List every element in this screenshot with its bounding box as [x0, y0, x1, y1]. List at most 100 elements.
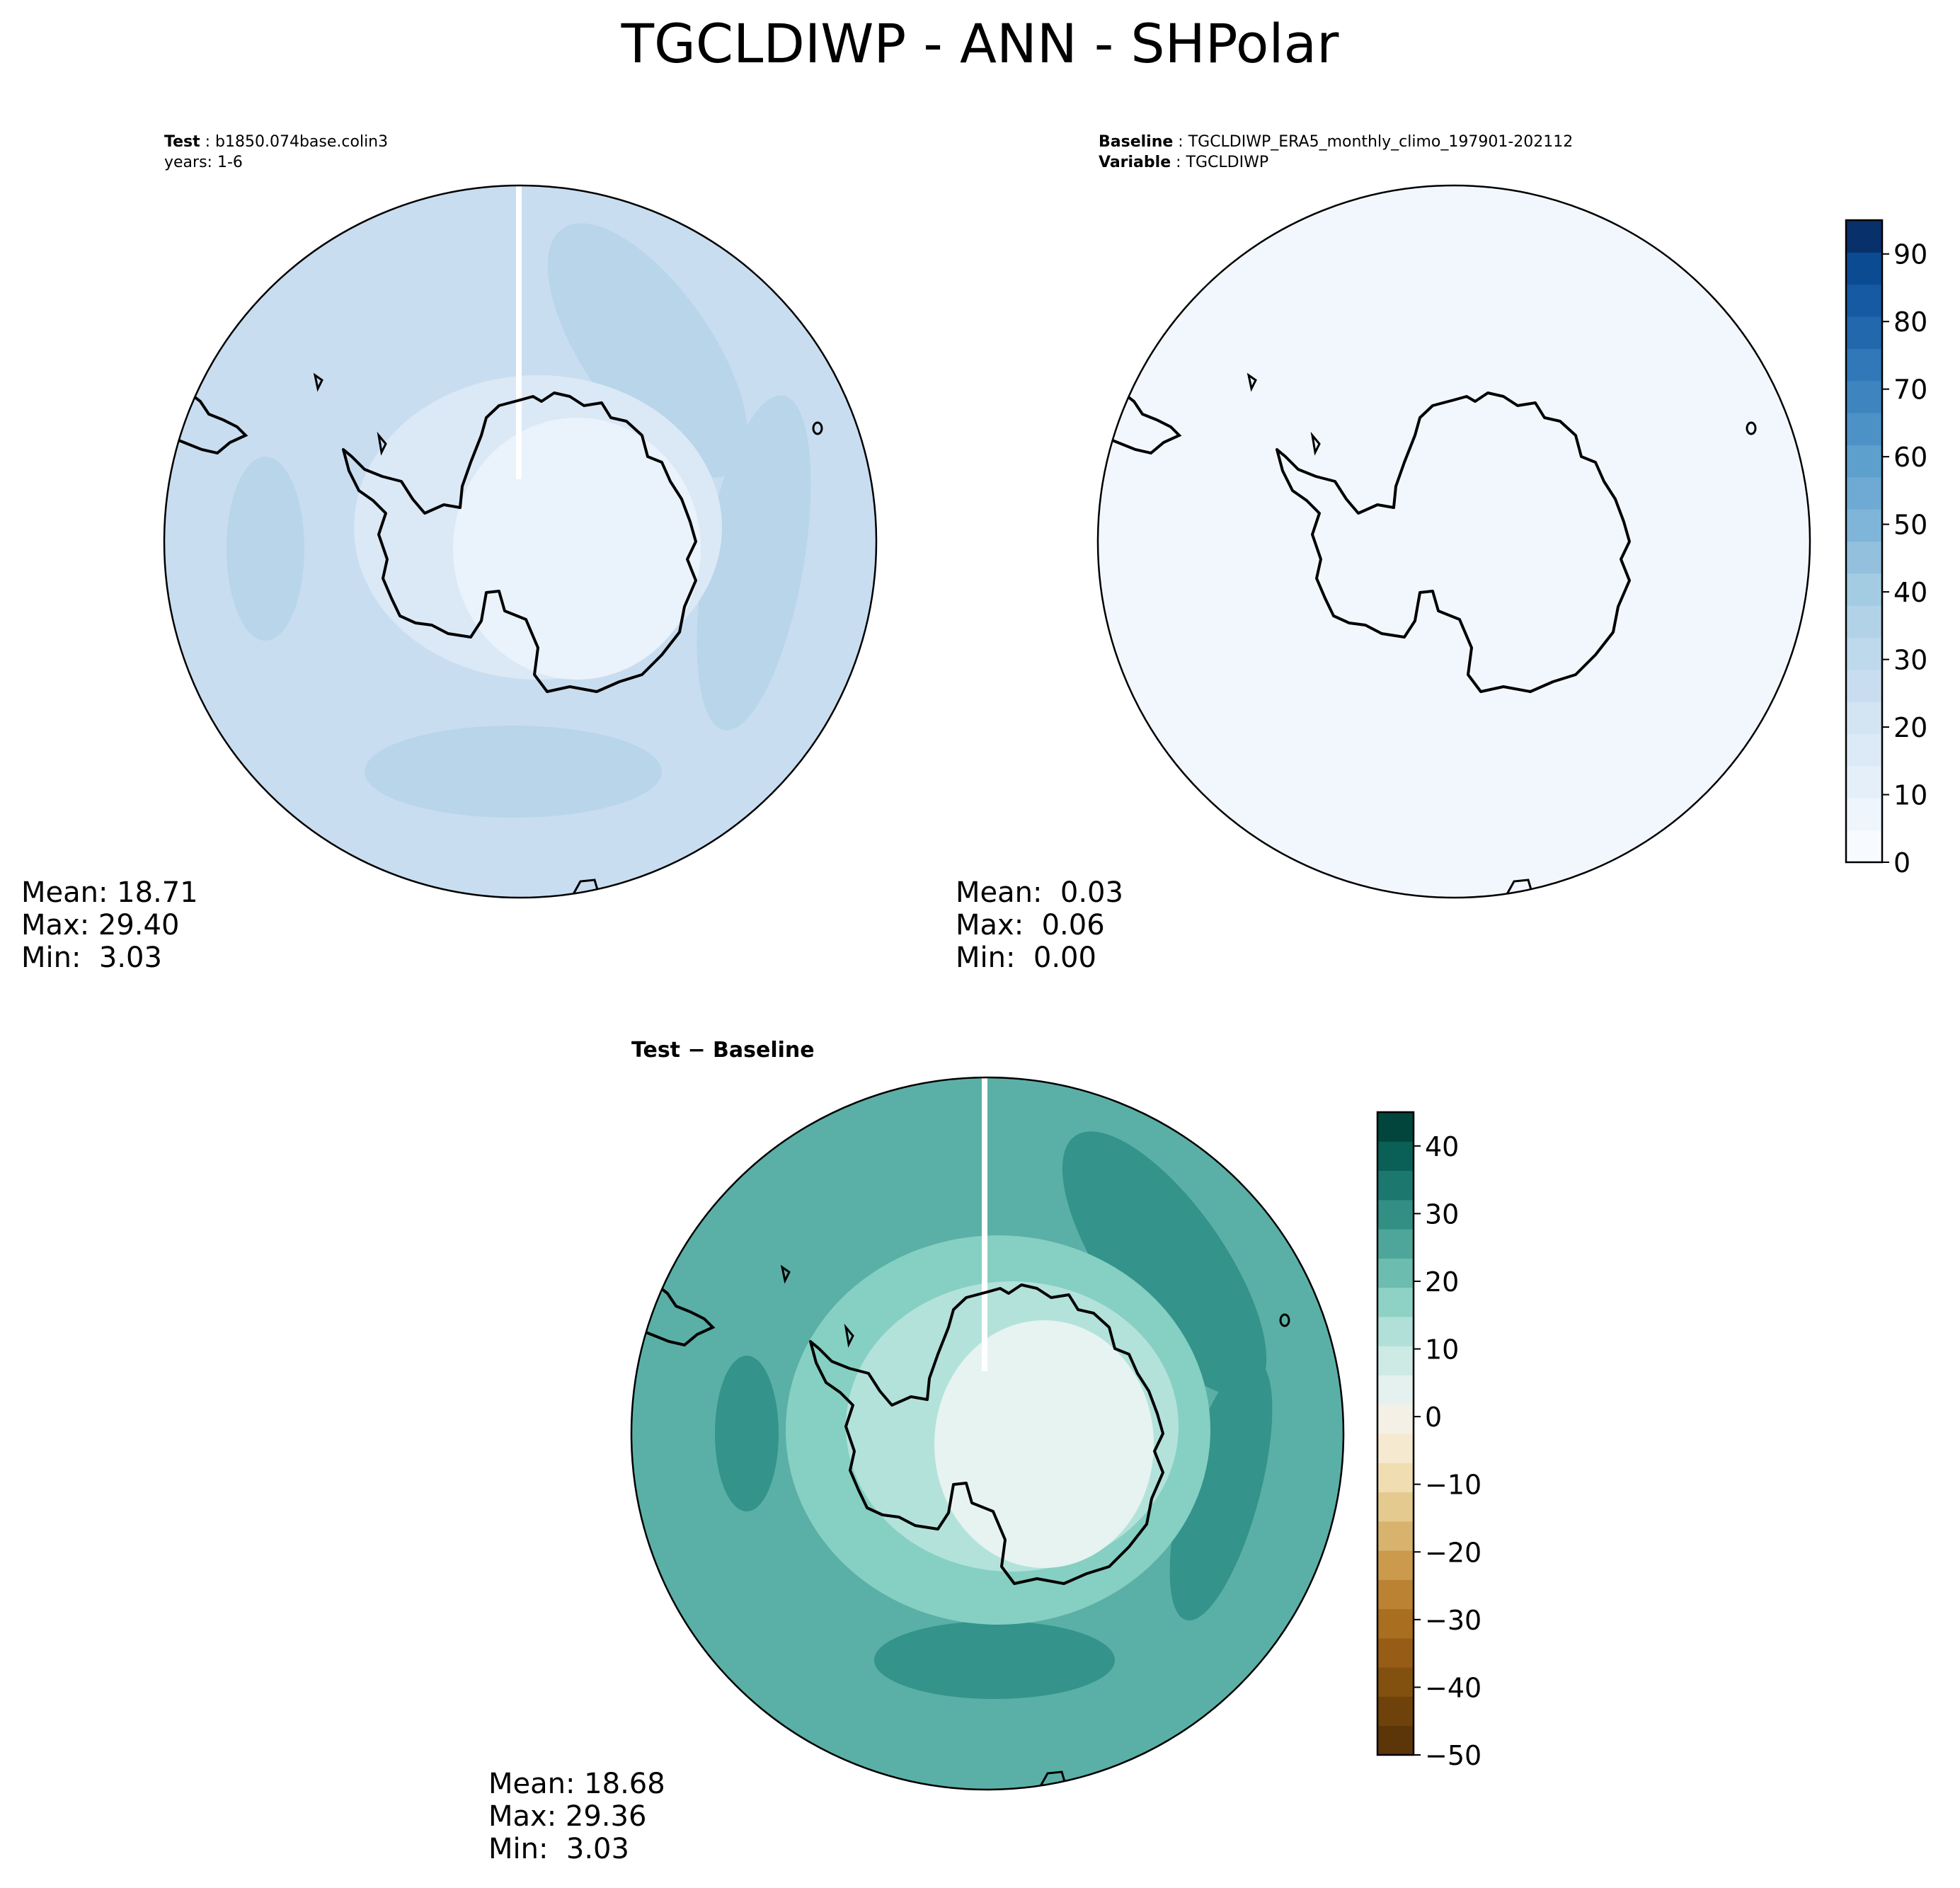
main-colorbar-band: [1846, 220, 1882, 253]
difference-colorbar-band: [1377, 1521, 1414, 1551]
difference-colorbar-band: [1377, 1667, 1414, 1697]
main-colorbar-band: [1846, 765, 1882, 799]
difference-map-boundary: [630, 1076, 1345, 1791]
main-colorbar-band: [1846, 798, 1882, 831]
difference-colorbar-band: [1377, 1725, 1414, 1756]
difference-colorbar-tick-label: 20: [1425, 1266, 1459, 1298]
baseline-field-fill: [1098, 185, 1810, 898]
test-max: Max: 29.40: [21, 909, 180, 942]
figure-title: TGCLDIWP - ANN - SHPolar: [621, 12, 1339, 75]
test-map-boundary: [163, 184, 878, 899]
difference-colorbar-band: [1377, 1492, 1414, 1522]
difference-map: [630, 1076, 1345, 1791]
main-colorbar-tick-label: 40: [1893, 577, 1927, 608]
main-colorbar-tick-label: 0: [1893, 847, 1910, 879]
main-colorbar-band: [1846, 476, 1882, 510]
main-colorbar-band: [1846, 509, 1882, 542]
baseline-map-boundary: [1096, 184, 1811, 899]
main-colorbar-band: [1846, 669, 1882, 702]
difference-contour-dark: [715, 1356, 779, 1511]
difference-colorbar-tick-label: −30: [1425, 1605, 1482, 1636]
main-colorbar-band: [1846, 573, 1882, 606]
main-colorbar: 0 10 20 30 40 50 60 70 80 90: [1845, 219, 1927, 879]
difference-island-coastline: [1279, 1313, 1290, 1327]
test-mean: Mean: 18.71: [21, 876, 198, 909]
baseline-header: Baseline : TGCLDIWP_ERA5_monthly_climo_1…: [1099, 133, 1574, 171]
difference-colorbar-tick-label: 40: [1425, 1131, 1459, 1162]
difference-colorbar-band: [1377, 1375, 1414, 1405]
main-colorbar-band: [1846, 830, 1882, 863]
difference-colorbar-band: [1377, 1579, 1414, 1610]
main-colorbar-band: [1846, 637, 1882, 670]
difference-colorbar-band: [1377, 1608, 1414, 1639]
difference-colorbar-band: [1377, 1463, 1414, 1493]
test-seam: [516, 185, 522, 479]
difference-title: Test − Baseline: [631, 1038, 815, 1063]
test-header-key: Test: [164, 133, 200, 151]
baseline-island-coastline: [1746, 421, 1757, 435]
difference-mean: Mean: 18.68: [488, 1768, 665, 1800]
baseline-mean: Mean: 0.03: [956, 876, 1123, 909]
main-colorbar-band: [1846, 316, 1882, 349]
difference-contour-dark: [874, 1621, 1115, 1699]
main-colorbar-band: [1846, 702, 1882, 735]
main-colorbar-tick-label: 20: [1893, 712, 1927, 743]
difference-colorbar-band: [1377, 1287, 1414, 1317]
difference-colorbar-band: [1377, 1637, 1414, 1668]
difference-colorbar-band: [1377, 1346, 1414, 1375]
baseline-stats: Mean: 0.03 Max: 0.06 Min: 0.00: [956, 876, 1123, 974]
difference-min: Min: 3.03: [488, 1833, 629, 1865]
baseline-variable-key: Variable: [1099, 154, 1171, 171]
main-colorbar-tick-label: 10: [1893, 780, 1927, 811]
test-header-value: b1850.074base.colin3: [215, 133, 389, 151]
difference-max: Max: 29.36: [488, 1800, 647, 1833]
difference-colorbar-tick-label: 30: [1425, 1198, 1459, 1230]
difference-contour-dark: [1062, 1131, 1267, 1396]
test-header-years: years: 1-6: [164, 154, 243, 171]
main-colorbar-band: [1846, 445, 1882, 478]
main-colorbar-tick-label: 70: [1893, 374, 1927, 406]
main-colorbar-tick-label: 60: [1893, 442, 1927, 473]
main-colorbar-tick-label: 80: [1893, 307, 1927, 338]
difference-colorbar-band: [1377, 1316, 1414, 1346]
difference-contour-center: [934, 1320, 1154, 1568]
main-colorbar-band: [1846, 605, 1882, 639]
test-contour-low: [453, 418, 701, 680]
difference-colorbar-tick-label: 10: [1425, 1334, 1459, 1366]
baseline-header-value: TGCLDIWP_ERA5_monthly_climo_197901-20211…: [1188, 133, 1574, 151]
difference-colorbar-band: [1377, 1199, 1414, 1230]
main-colorbar-band: [1846, 380, 1882, 413]
test-stats: Mean: 18.71 Max: 29.40 Min: 3.03: [21, 876, 198, 974]
main-colorbar-tick-label: 50: [1893, 510, 1927, 541]
main-colorbar-band: [1846, 284, 1882, 317]
difference-colorbar-band: [1377, 1229, 1414, 1259]
difference-stats: Mean: 18.68 Max: 29.36 Min: 3.03: [488, 1768, 665, 1865]
test-min: Min: 3.03: [21, 942, 162, 974]
difference-colorbar-tick-label: −10: [1425, 1470, 1482, 1501]
baseline-tasmania-coastline: [1506, 879, 1533, 895]
baseline-min: Min: 0.00: [956, 942, 1096, 974]
difference-field: [631, 1077, 1343, 1790]
main-colorbar-band: [1846, 413, 1882, 445]
test-field: [164, 185, 876, 898]
baseline-field: [1098, 185, 1810, 898]
test-header: Test : b1850.074base.colin3 years: 1-6: [164, 133, 389, 171]
baseline-max: Max: 0.06: [956, 909, 1105, 942]
test-tasmania-coastline: [572, 879, 600, 895]
difference-colorbar-band: [1377, 1141, 1414, 1172]
main-colorbar-frame: [1845, 219, 1884, 864]
main-colorbar-band: [1846, 252, 1882, 285]
difference-tasmania-coastline: [1039, 1770, 1067, 1787]
test-map: [163, 184, 878, 899]
difference-colorbar-band: [1377, 1258, 1414, 1288]
difference-colorbar-tick-label: −40: [1425, 1672, 1482, 1703]
difference-colorbar-band: [1377, 1434, 1414, 1463]
difference-contour-dark: [1169, 1359, 1273, 1621]
main-colorbar-band: [1846, 348, 1882, 382]
main-colorbar-tick-label: 30: [1893, 645, 1927, 676]
baseline-header-key: Baseline: [1099, 133, 1174, 151]
difference-colorbar-band: [1377, 1170, 1414, 1201]
difference-colorbar-tick-label: −50: [1425, 1740, 1482, 1771]
main-colorbar-band: [1846, 541, 1882, 574]
